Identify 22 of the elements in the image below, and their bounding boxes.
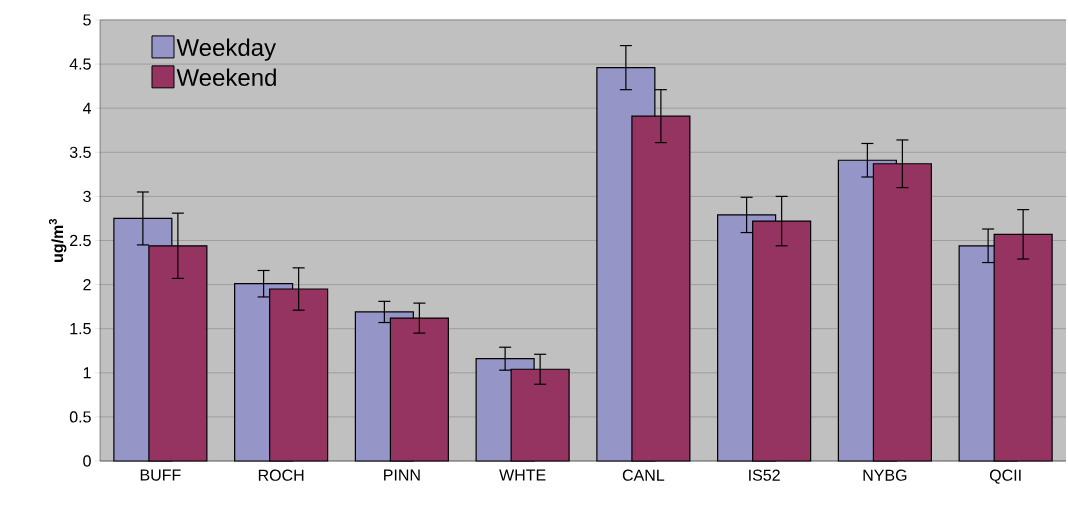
y-tick-label: 0 <box>83 455 91 467</box>
x-tick-label: ROCH <box>258 469 304 481</box>
y-tick-label: 2 <box>83 279 91 291</box>
y-tick-label: 3 <box>83 190 91 203</box>
x-tick-label: WHTE <box>499 469 546 481</box>
y-tick-label: 1.5 <box>70 323 91 335</box>
y-tick-label: 5 <box>83 14 91 26</box>
x-tick-label: QCII <box>989 469 1021 484</box>
y-tick-label: 4.5 <box>69 58 91 70</box>
legend-label: Weekend <box>176 68 276 87</box>
x-tick-label: IS52 <box>749 469 780 481</box>
y-tick-label: 1 <box>83 367 91 379</box>
x-tick-label: PINN <box>384 469 420 481</box>
y-tick-label: 4 <box>82 102 92 114</box>
legend-label: Weekday <box>176 38 277 61</box>
y-tick-label: 0.5 <box>69 411 91 423</box>
x-tick-label: NYBG <box>863 469 907 481</box>
y-axis-title: ug/m$^{3}$ <box>48 218 67 262</box>
x-tick-label: BUFF <box>140 469 181 481</box>
x-tick-label: CANL <box>622 469 665 481</box>
y-tick-label: 3.5 <box>69 146 91 158</box>
y-tick-label: 2.5 <box>70 234 91 247</box>
